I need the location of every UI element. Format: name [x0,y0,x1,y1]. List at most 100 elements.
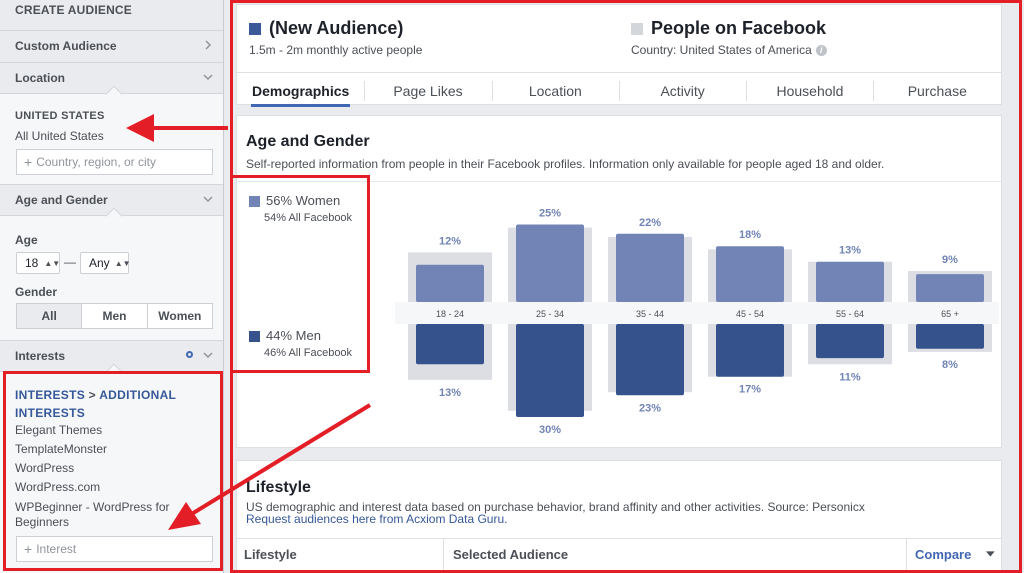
women-bar [416,264,484,302]
men-bar [716,324,784,377]
age-category-label: 45 - 54 [736,309,764,319]
age-max-select[interactable]: Any ▲▼ [80,252,131,274]
location-input[interactable]: + Country, region, or city [16,149,213,175]
chevron-down-icon [203,352,213,359]
comparison-audience: People on Facebook Country: United State… [631,18,827,57]
women-bar [816,261,884,302]
sidebar-item-interests[interactable]: Interests [0,340,223,371]
info-icon[interactable]: i [815,44,827,56]
men-data-label: 23% [639,402,661,414]
women-bar [916,274,984,302]
men-bar [416,324,484,365]
men-data-label: 13% [439,387,461,399]
lifestyle-card: Lifestyle US demographic and interest da… [236,460,1002,573]
sidebar: CREATE AUDIENCE Custom Audience Location… [0,0,224,573]
men-data-label: 11% [839,371,861,383]
arrow-icon [168,403,372,530]
women-data-label: 9% [942,254,958,266]
women-data-label: 12% [439,235,461,247]
interests-label: Interests [15,349,66,363]
gender-option-women[interactable]: Women [146,304,212,328]
men-bar [916,324,984,349]
interests-header-main[interactable]: INTERESTS [15,388,86,402]
location-panel: UNITED STATES All United States + Countr… [0,93,223,184]
women-swatch [249,196,260,207]
women-bar [516,224,584,302]
men-data-label: 17% [739,384,761,396]
interest-item: WordPress [15,461,75,475]
age-max-value: Any [89,256,110,270]
men-swatch [249,331,260,342]
sidebar-item-age-gender[interactable]: Age and Gender [0,184,223,215]
compare-dropdown[interactable]: Compare [915,538,995,570]
interest-input[interactable]: + Interest [16,536,213,562]
age-gender-subtitle: Self-reported information from people in… [246,157,885,171]
gender-option-all[interactable]: All [17,304,82,328]
women-data-label: 13% [839,245,861,257]
tab-purchase[interactable]: Purchase [907,82,967,99]
settings-dot-icon[interactable] [186,351,193,358]
chevron-down-icon [203,196,213,203]
compare-label: Compare [915,546,972,562]
lifestyle-header: Lifestyle US demographic and interest da… [246,479,865,525]
divider [237,538,1001,539]
interest-input-placeholder: Interest [36,542,77,556]
column-divider [443,538,444,573]
men-data-label: 30% [539,424,561,436]
men-label: 44% Men [266,328,321,343]
interests-panel: INTERESTS > ADDITIONAL INTERESTS Elegant… [0,371,223,573]
age-category-label: 25 - 34 [536,309,564,319]
interests-header-sub[interactable]: ADDITIONAL INTERESTS [15,388,176,420]
age-band [395,302,999,324]
tab-page-likes[interactable]: Page Likes [393,82,463,99]
audience-size: 1.5m - 2m monthly active people [249,43,423,57]
age-gender-header: Age and Gender Self-reported information… [246,133,884,171]
age-category-label: 65 + [941,309,959,319]
interest-item: WordPress.com [15,480,101,494]
gender-option-men[interactable]: Men [81,304,146,328]
arrow-icon [126,114,228,142]
tab-divider [619,81,620,101]
tab-household[interactable]: Household [776,82,844,99]
caret-down-icon [986,551,995,557]
sidebar-item-custom-audience[interactable]: Custom Audience [0,30,223,61]
selected-audience-column-header: Selected Audience [453,538,753,570]
audience-color-swatch [249,22,261,35]
age-min-value: 18 [25,256,39,270]
plus-icon: + [24,541,33,557]
plus-icon: + [24,154,33,170]
age-category-label: 55 - 64 [836,309,864,319]
custom-audience-label: Custom Audience [15,39,117,53]
main-content: (New Audience) 1.5m - 2m monthly active … [224,0,1024,573]
age-gender-card: Age and Gender Self-reported information… [236,115,1002,448]
tab-activity[interactable]: Activity [660,82,705,99]
gender-segmented-control: All Men Women [16,303,213,329]
age-dash: — [64,255,76,269]
tab-location[interactable]: Location [528,82,582,99]
lifestyle-subtitle: US demographic and interest data based o… [246,500,865,514]
audience-header-card: (New Audience) 1.5m - 2m monthly active … [236,4,1002,108]
updown-icon: ▲▼ [114,258,131,268]
tab-divider [492,81,493,101]
interests-header-sep: > [85,388,100,402]
comparison-country: Country: United States of America [631,43,812,57]
interest-item: TemplateMonster [15,442,108,456]
women-data-label: 18% [739,229,761,241]
comparison-name: People on Facebook [651,18,827,38]
men-bar [816,324,884,359]
sidebar-item-location[interactable]: Location [0,62,223,93]
women-bar [616,233,684,302]
tab-demographics[interactable]: Demographics [237,73,364,108]
age-min-select[interactable]: 18 ▲▼ [16,252,60,274]
lifestyle-title: Lifestyle [246,479,311,496]
lifestyle-column-header: Lifestyle [244,538,444,570]
sidebar-title: CREATE AUDIENCE [15,3,133,17]
tab-divider [746,81,747,101]
acxiom-link[interactable]: Request audiences here from Acxiom Data … [246,512,508,526]
interest-item: Elegant Themes [15,423,103,437]
selected-audience: (New Audience) 1.5m - 2m monthly active … [249,18,422,57]
women-data-label: 22% [639,217,661,229]
women-label: 56% Women [266,193,341,208]
updown-icon: ▲▼ [44,258,61,268]
